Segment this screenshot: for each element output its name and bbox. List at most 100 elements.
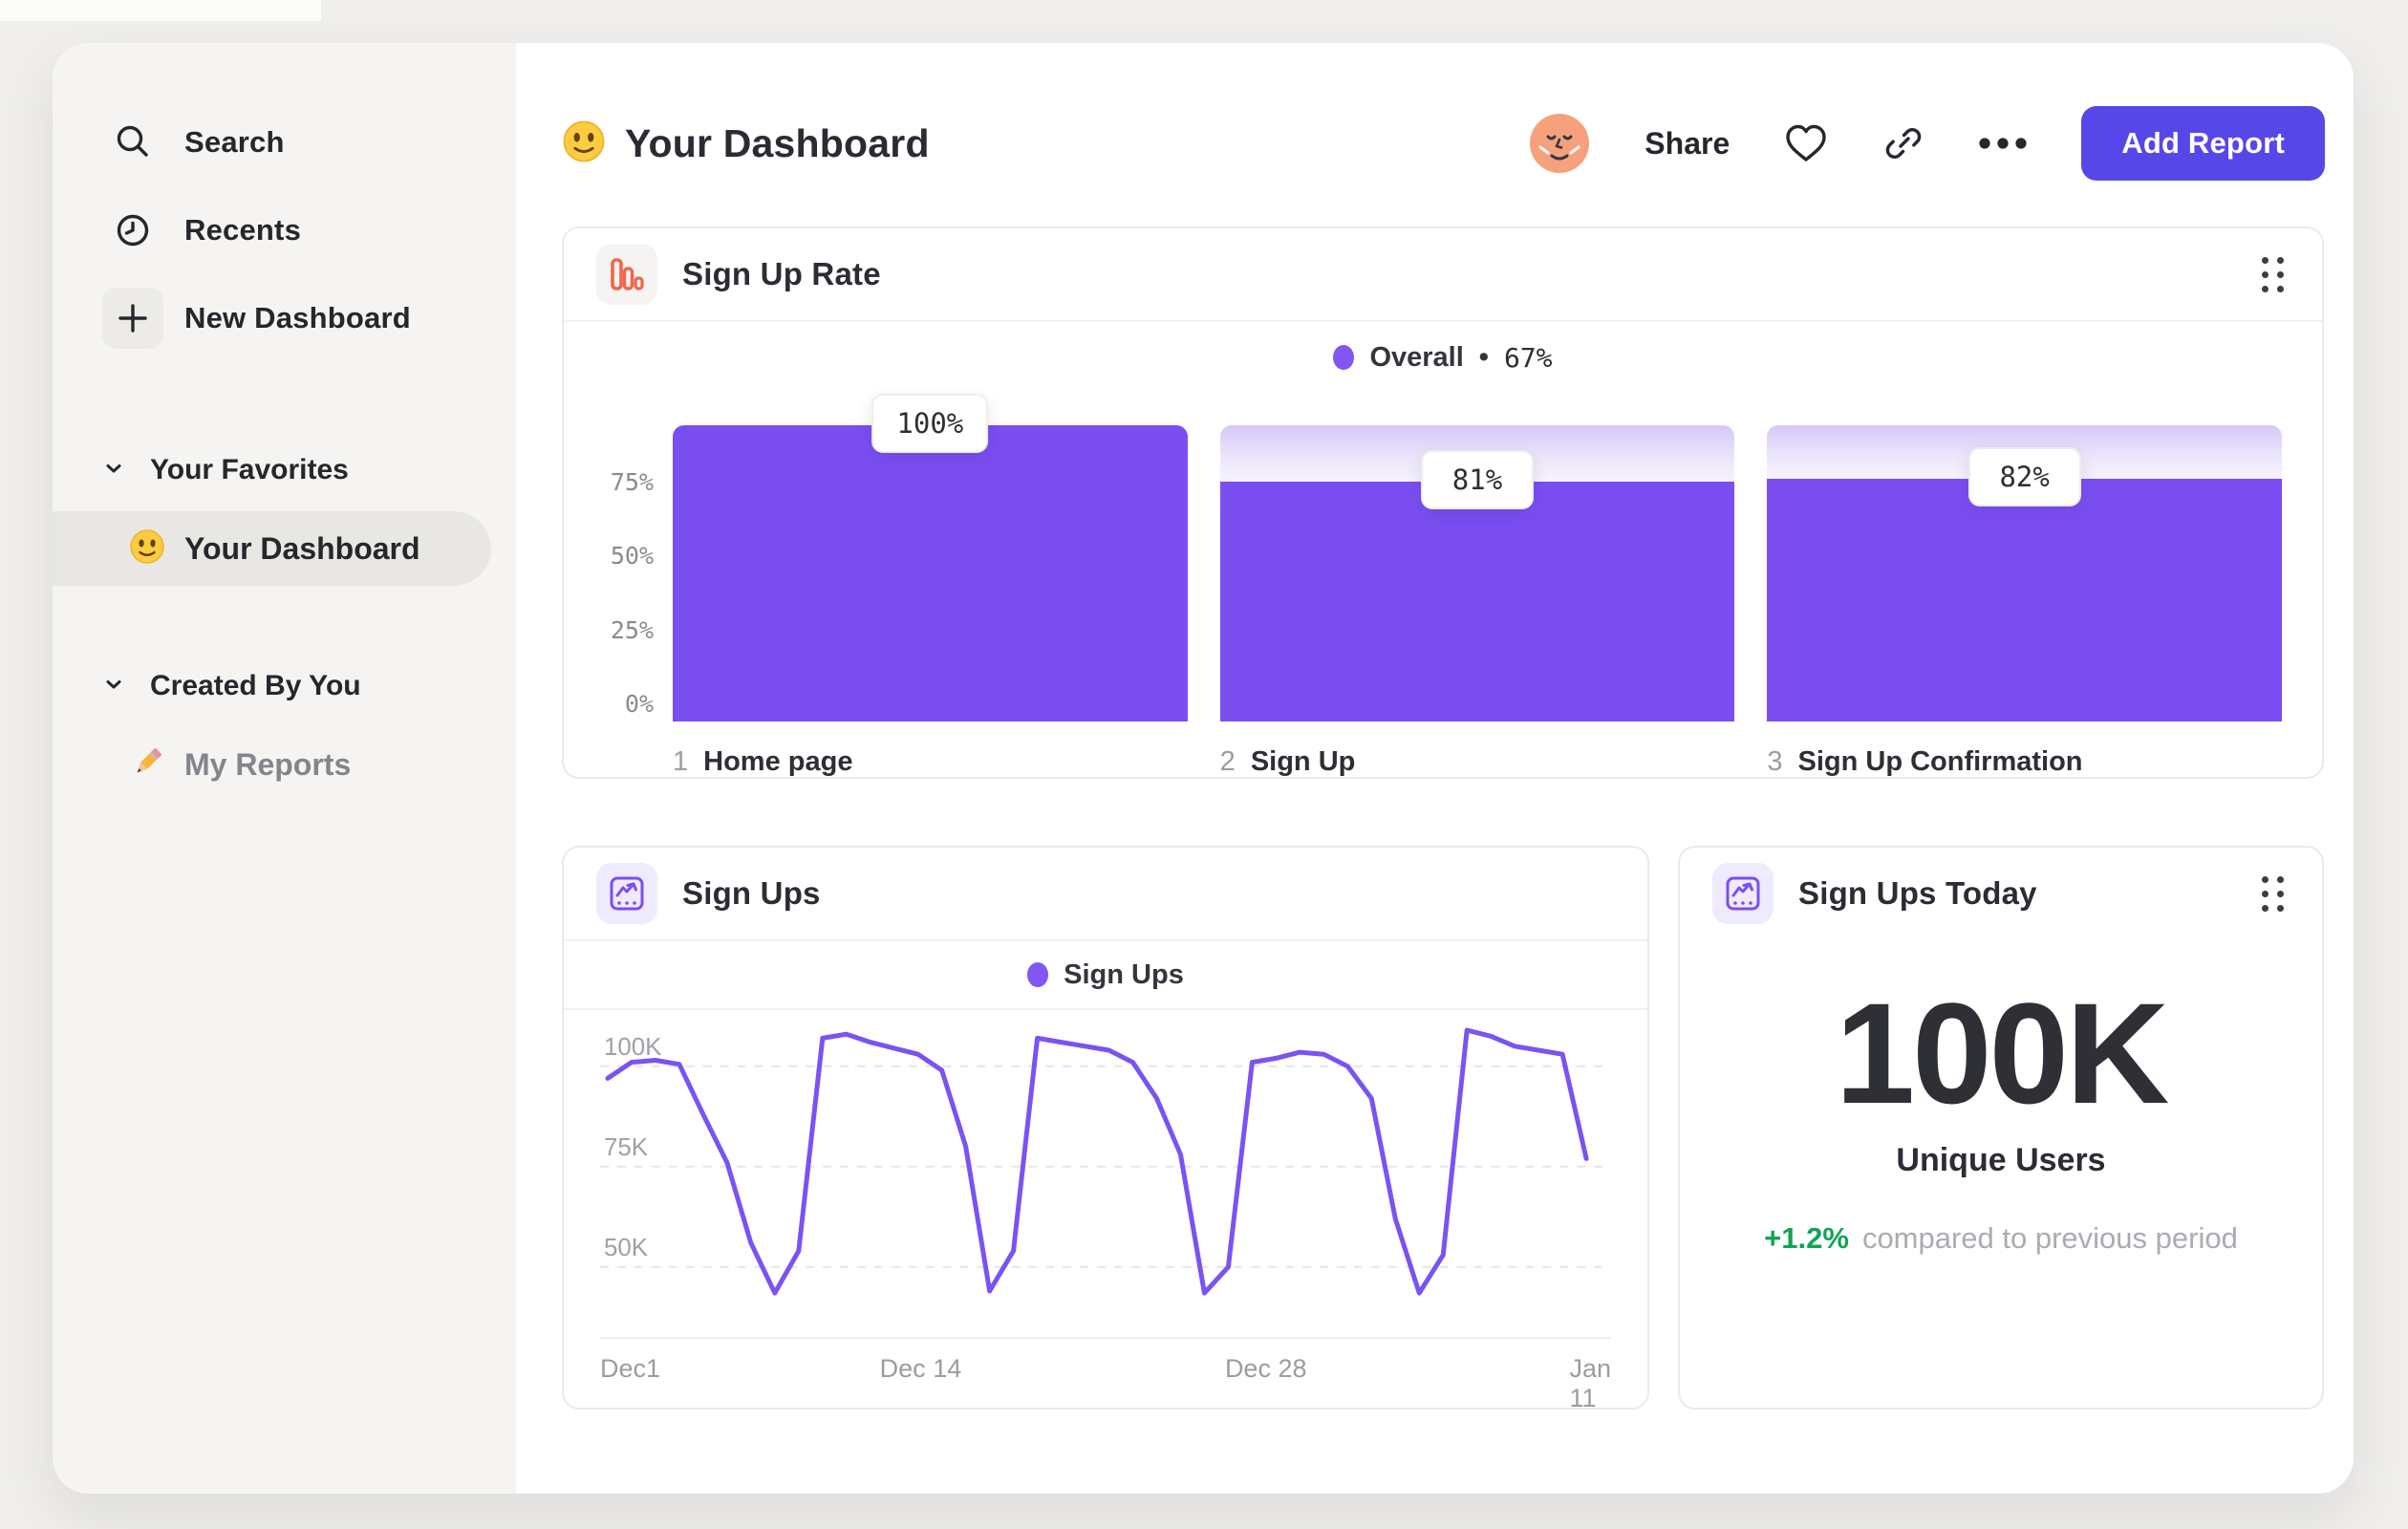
sign-ups-today-card: Sign Ups Today 100K Unique Users +1.2% c… (1678, 846, 2324, 1410)
y-axis-tick: 50% (610, 542, 654, 570)
dashboard-header: Your Dashboard Share (562, 106, 2325, 181)
stat-delta-value: +1.2% (1764, 1221, 1849, 1255)
stat-delta-row: +1.2% compared to previous period (1764, 1221, 2238, 1256)
card-title: Sign Ups (682, 875, 821, 911)
section-title: Your Favorites (150, 454, 349, 485)
svg-text:50K: 50K (604, 1235, 649, 1261)
sidebar-item-label: My Reports (184, 746, 352, 782)
funnel-step-label: 1 Home page (673, 746, 853, 777)
legend-series-name: Overall (1369, 341, 1464, 373)
share-button[interactable]: Share (1645, 125, 1731, 161)
search-icon (102, 112, 163, 173)
add-report-button[interactable]: Add Report (2081, 106, 2325, 181)
funnel-y-axis: 75% 50% 25% 0% (602, 425, 661, 721)
y-axis-tick: 75% (610, 467, 654, 496)
heart-icon[interactable] (1783, 122, 1829, 164)
funnel-step-label: 3 Sign Up Confirmation (1767, 746, 2083, 777)
sidebar-item-your-dashboard[interactable]: Your Dashboard (53, 511, 491, 586)
page-title-text: Your Dashboard (625, 120, 930, 165)
chevron-down-icon (102, 457, 125, 485)
page-title: Your Dashboard (562, 119, 930, 168)
card-header: Sign Up Rate (564, 228, 2322, 320)
stat-value: 100K (1835, 973, 2170, 1133)
sidebar-item-new-dashboard[interactable]: New Dashboard (53, 274, 516, 362)
bottom-cards-row: Sign Ups Sign Ups 100K 75K 50K Dec1 Dec 14 D… (562, 846, 2325, 1412)
svg-text:75K: 75K (604, 1134, 649, 1161)
sidebar-item-recents[interactable]: Recents (53, 186, 516, 274)
card-header: Sign Ups Today (1680, 848, 2322, 939)
legend-series-name: Sign Ups (1064, 958, 1184, 990)
divider (564, 939, 1647, 941)
funnel-chart: 75% 50% 25% 0% 100% 81% 82% 1 Home page 2 Sign U… (602, 394, 2284, 777)
funnel-bars: 100% 81% 82% (673, 394, 2283, 721)
line-chart-icon (1712, 863, 1774, 924)
funnel-x-labels: 1 Home page 2 Sign Up 3 Sign Up Confirmation (673, 746, 2282, 778)
sidebar-item-label: Your Dashboard (184, 530, 420, 566)
legend-dot (1333, 345, 1355, 370)
bar-value-tooltip: 100% (871, 394, 989, 453)
card-title: Sign Up Rate (682, 256, 881, 291)
sidebar-item-label: New Dashboard (184, 301, 411, 334)
chevron-down-icon (102, 673, 125, 700)
plus-icon (102, 288, 163, 349)
header-controls: Share Add Report (1528, 106, 2325, 181)
funnel-step-label: 2 Sign Up (1219, 746, 1356, 777)
legend-separator: • (1478, 341, 1489, 373)
y-axis-tick: 25% (610, 615, 654, 644)
smiley-emoji-icon (129, 528, 165, 570)
y-axis-tick: 0% (624, 690, 654, 718)
card-title: Sign Ups Today (1798, 875, 2037, 911)
funnel-bar-2[interactable]: 81% (1219, 425, 1735, 721)
legend-overall-value: 67% (1503, 341, 1553, 374)
bar-fill (1767, 478, 2283, 721)
background-top-strip (0, 0, 321, 21)
sidebar-item-label: Search (184, 125, 285, 159)
line-legend: Sign Ups (564, 941, 1647, 1008)
favorites-section-header[interactable]: Your Favorites (53, 454, 516, 486)
divider (564, 320, 2322, 322)
line-chart-x-axis: Dec1 Dec 14 Dec 28 Jan 11 (600, 1337, 1611, 1412)
main-content: Your Dashboard Share (516, 43, 2354, 1494)
sidebar-item-search[interactable]: Search (53, 98, 516, 186)
avatar[interactable] (1528, 112, 1591, 175)
bar-value-tooltip: 81% (1421, 449, 1534, 509)
x-axis-tick: Dec 14 (879, 1354, 962, 1383)
more-options-ellipsis-icon[interactable] (1978, 137, 2028, 150)
line-chart[interactable]: 100K 75K 50K Dec1 Dec 14 Dec 28 Jan 11 (564, 1010, 1647, 1412)
link-icon[interactable] (1882, 122, 1924, 164)
sign-ups-card: Sign Ups Sign Ups 100K 75K 50K Dec1 Dec 14 D… (562, 846, 1649, 1412)
bar-fill (673, 425, 1188, 721)
clock-icon (102, 200, 163, 261)
line-chart-icon (596, 863, 657, 924)
drag-handle-icon[interactable] (2256, 251, 2290, 298)
sidebar-section-favorites: Your Favorites Your Dashboard (53, 454, 516, 586)
divider (564, 1008, 1647, 1010)
app-window: Search Recents New Dashboard (53, 43, 2354, 1494)
sidebar-item-label: Recents (184, 213, 302, 247)
funnel-bar-3[interactable]: 82% (1767, 425, 2283, 721)
stat-delta-note: compared to previous period (1861, 1221, 2238, 1255)
sign-up-rate-card: Sign Up Rate Overall • 67% 75% 50% 25% 0% 1… (562, 226, 2324, 779)
x-axis-tick: Jan 11 (1569, 1354, 1611, 1412)
sidebar-item-my-reports[interactable]: My Reports (53, 727, 491, 802)
sidebar-section-created-by-you: Created By You My Reports (53, 670, 516, 802)
bar-fill (1219, 481, 1735, 721)
drag-handle-icon[interactable] (2256, 871, 2290, 917)
smiley-emoji-icon (562, 119, 606, 168)
sidebar: Search Recents New Dashboard (53, 43, 516, 1494)
funnel-legend: Overall • 67% (564, 322, 2322, 393)
funnel-bar-1[interactable]: 100% (673, 394, 1188, 721)
x-axis-tick: Dec1 (600, 1354, 661, 1383)
svg-text:100K: 100K (604, 1034, 662, 1061)
stat-label: Unique Users (1896, 1142, 2106, 1178)
legend-dot (1027, 962, 1049, 987)
pencil-emoji-icon (129, 744, 165, 786)
x-axis-tick: Dec 28 (1224, 1354, 1307, 1383)
card-header: Sign Ups (564, 848, 1647, 939)
section-title: Created By You (150, 670, 361, 701)
created-by-you-section-header[interactable]: Created By You (53, 670, 516, 702)
bar-value-tooltip: 82% (1967, 446, 2081, 506)
funnel-chart-icon (596, 244, 657, 305)
stat-body: 100K Unique Users +1.2% compared to prev… (1680, 939, 2322, 1408)
